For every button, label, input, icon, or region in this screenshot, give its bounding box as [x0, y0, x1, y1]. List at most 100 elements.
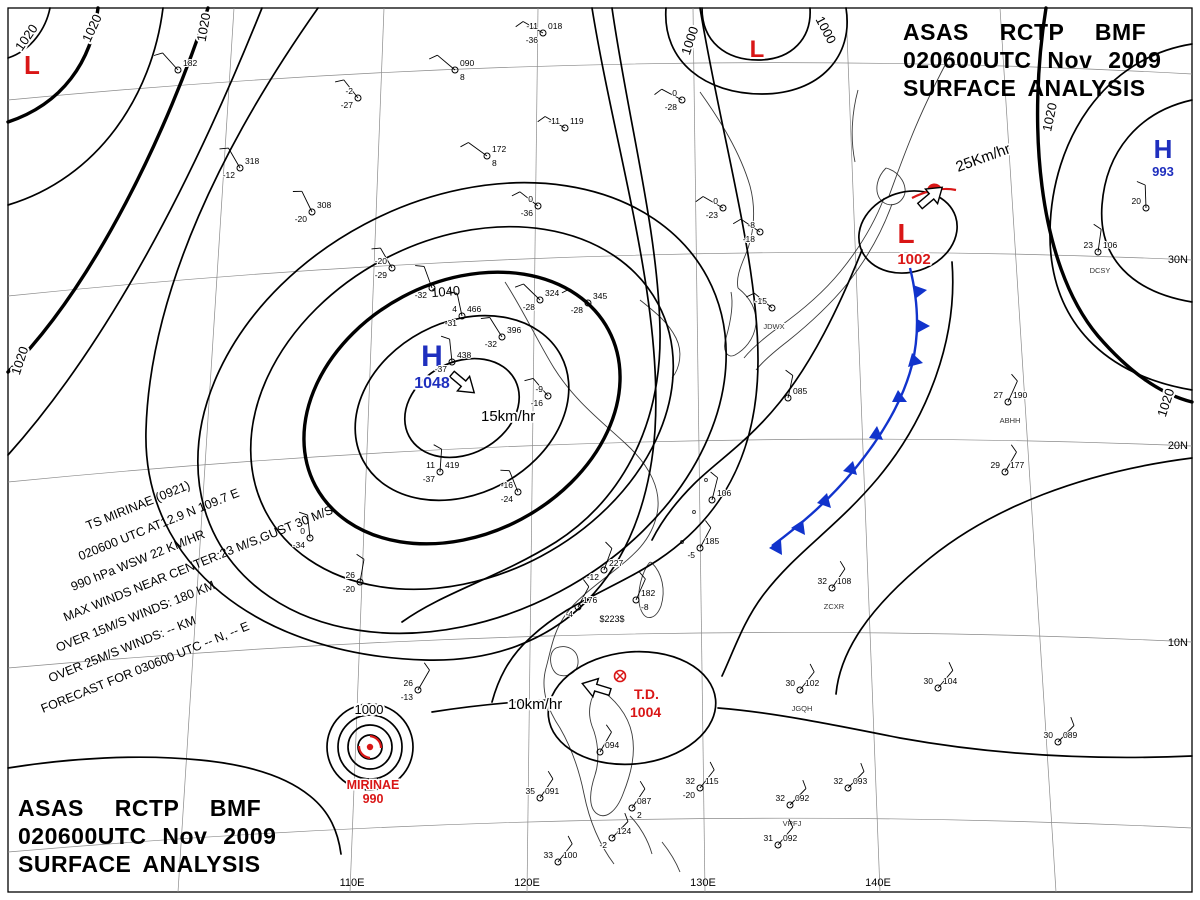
latitude-label: 30N [1168, 254, 1188, 266]
td-isobar-ring [547, 650, 717, 766]
wind-barb-feather [1070, 716, 1075, 726]
isobar-label: 1000 [678, 25, 701, 57]
polygon-shape [817, 493, 831, 508]
station-value: -37 [435, 364, 448, 374]
station-value: -32 [415, 290, 428, 300]
wind-barb-feather [732, 218, 742, 225]
longitude-label: 120E [514, 877, 540, 889]
pressure-system-l: L [22, 48, 42, 82]
title-line: SURFACE ANALYSIS [903, 75, 1146, 101]
pressure-system-h: H 1048 [412, 338, 451, 394]
station-value: -11 [526, 21, 538, 31]
station-value: 185 [705, 536, 719, 546]
wind-barb [539, 778, 554, 799]
station-plot: 085 [784, 369, 808, 402]
wind-barb [740, 218, 761, 233]
wind-barb [789, 788, 807, 806]
title-block-bottom-left: ASAS RCTP BMF 020600UTC Nov 2009 SURFACE… [18, 794, 276, 878]
wind-barb-feather [334, 79, 344, 83]
wind-barb [799, 671, 815, 691]
station-value: -20 [295, 214, 308, 224]
tropical-cyclones: MIRINAE 990 T.D. 1004 [326, 650, 717, 808]
path-shape [835, 457, 1193, 695]
station-value: -20 [683, 790, 696, 800]
path-shape [349, 7, 385, 893]
wind-barb-feather [639, 780, 646, 790]
wind-barb [532, 378, 549, 397]
station-value: 324 [545, 288, 559, 298]
coastlines [504, 51, 953, 873]
latitude-label: 10N [1168, 637, 1188, 649]
path-shape [6, 6, 210, 374]
station-circle [708, 496, 716, 504]
station-value: 090 [460, 58, 474, 68]
map-frame [7, 7, 1193, 893]
station-value: 26 [404, 678, 414, 688]
path-shape [7, 7, 51, 59]
wind-barb [468, 142, 488, 157]
station-value: 102 [805, 678, 819, 688]
station-plot: -4 176 [564, 579, 598, 620]
station-value: 0 [300, 526, 305, 536]
pressure-system-l: L 1002 [895, 216, 932, 270]
station-value: 085 [793, 386, 807, 396]
wind-barb [307, 515, 311, 539]
station-circle [561, 124, 569, 132]
station-circle [696, 544, 704, 552]
pressure-value: 1048 [414, 375, 450, 392]
polygon-shape [908, 353, 923, 367]
station-value: 182 [183, 58, 197, 68]
station-value: 104 [943, 676, 957, 686]
station-plot: -2-27 [334, 79, 362, 111]
pressure-value: 1002 [897, 251, 930, 268]
station-plot: 182 [153, 52, 198, 74]
wind-barb [661, 88, 683, 101]
path-shape [888, 51, 953, 197]
wind-barb [519, 191, 539, 207]
station-plot: 182-8 [632, 571, 656, 613]
station-plot: 30 104 [923, 662, 958, 692]
station-value: 30 [1044, 730, 1054, 740]
wind-barb-feather [605, 724, 612, 733]
path-shape [145, 7, 657, 661]
wind-barb-feather [356, 553, 365, 560]
station-value: 308 [317, 200, 331, 210]
wind-barb-feather [809, 663, 815, 673]
path-shape [651, 249, 863, 541]
path-shape [665, 7, 848, 95]
station-plot: 29 177 [990, 444, 1025, 476]
wind-barb-feather [654, 88, 662, 95]
station-circle [796, 686, 804, 694]
station-value: -8 [641, 602, 649, 612]
polygon-shape [869, 426, 883, 440]
station-value: 35 [526, 786, 536, 796]
path-shape [491, 7, 759, 703]
path-shape [6, 6, 100, 124]
wind-barb [301, 191, 313, 213]
station-circle [719, 204, 727, 212]
wind-barb [449, 339, 453, 363]
station-plot: -20 308 [292, 190, 332, 225]
station-value: -37 [423, 474, 436, 484]
wind-barb [162, 52, 179, 71]
station-plot: -15 JDWX [746, 292, 786, 332]
mirinae-isobar-ring [326, 703, 414, 791]
station-circle [308, 208, 316, 216]
station-value: 23 [1084, 240, 1094, 250]
wind-barb-feather [788, 819, 794, 828]
wind-barb [508, 470, 519, 493]
longitude-label: 140E [865, 877, 891, 889]
station-circle [554, 858, 562, 866]
station-value: -20 [375, 256, 388, 266]
wind-barb-feather [1136, 181, 1146, 186]
wind-barb-feather [460, 142, 469, 148]
arrow-speed-label: 15km/hr [481, 408, 535, 425]
wind-barb [711, 477, 719, 501]
station-value: 26 [346, 570, 356, 580]
station-plot: -11 119 [537, 115, 585, 132]
station-plot: 31 092 [763, 819, 798, 849]
station-value: -31 [445, 318, 458, 328]
